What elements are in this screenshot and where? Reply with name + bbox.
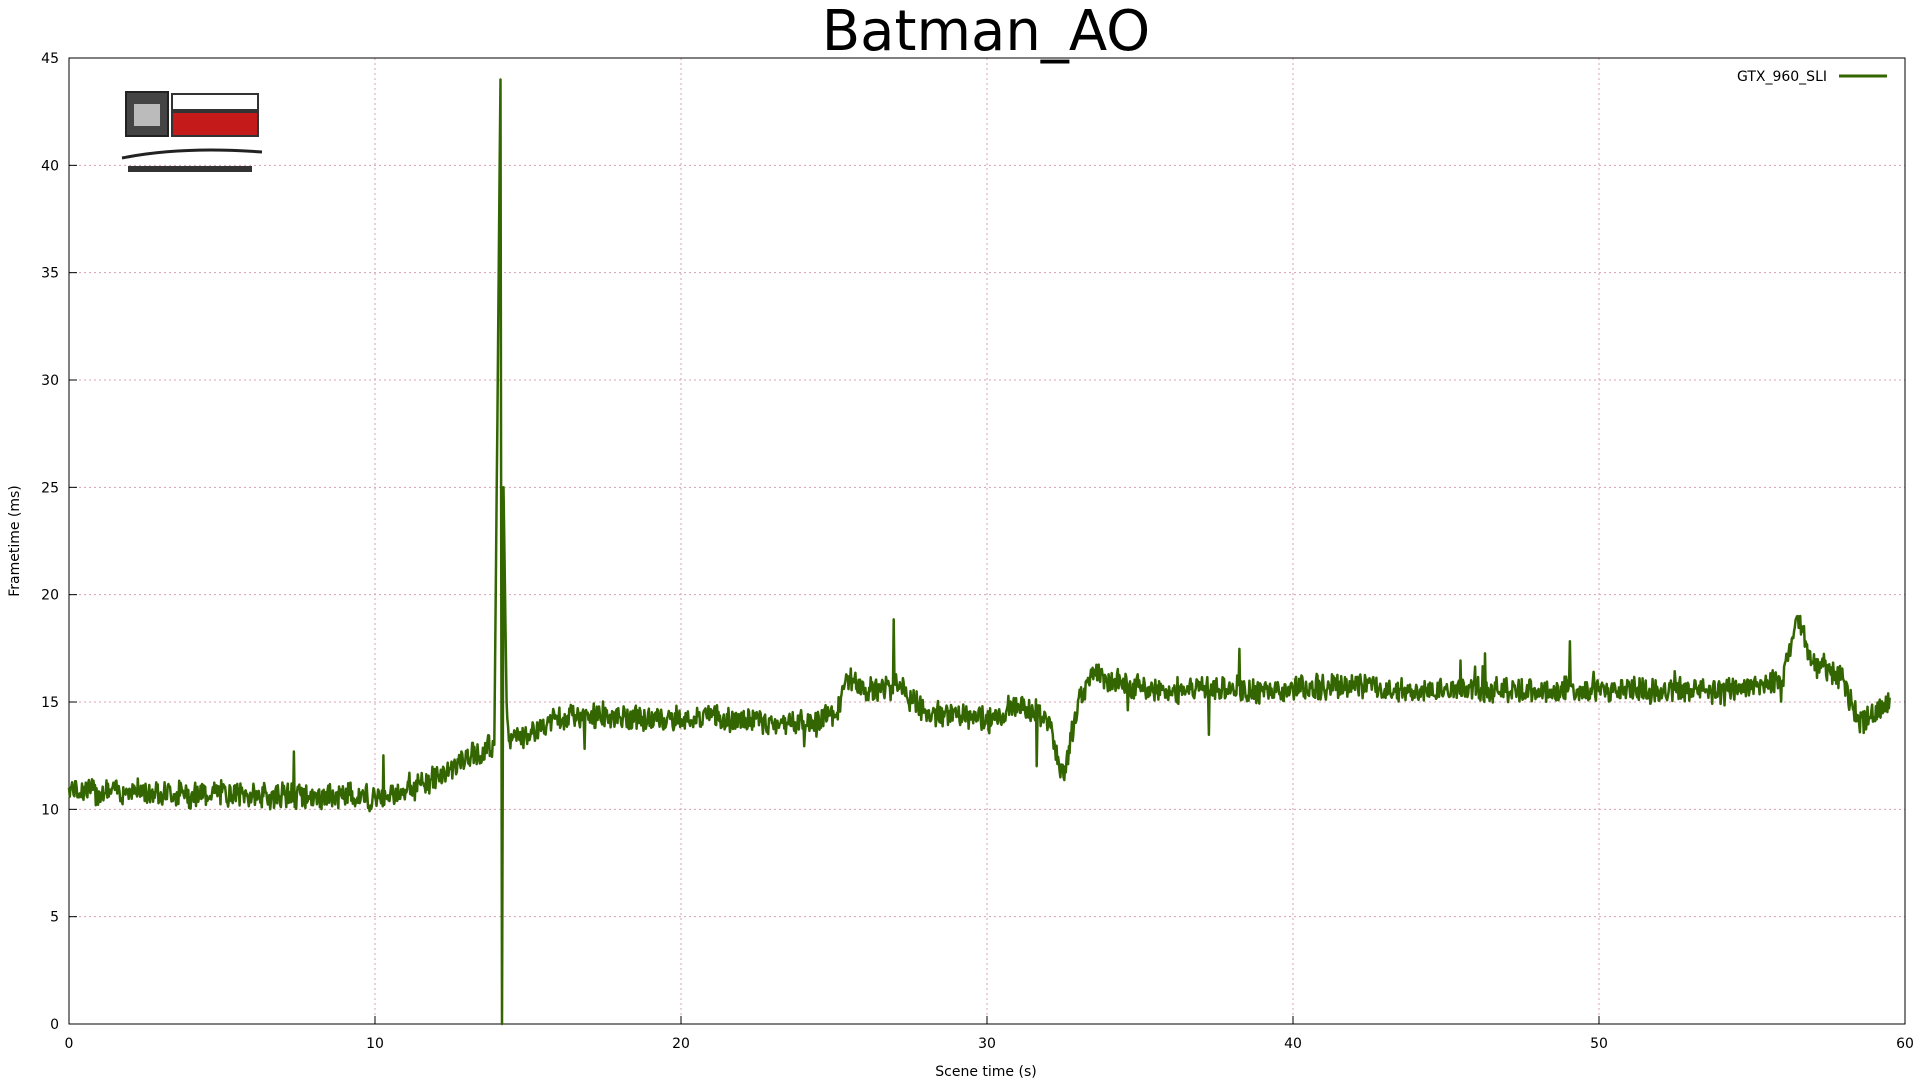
x-axis-label: Scene time (s) bbox=[935, 1064, 1036, 1080]
legend: GTX_960_SLI bbox=[1737, 69, 1887, 85]
y-axis-label: Frametime (ms) bbox=[7, 485, 23, 597]
y-tick-label: 40 bbox=[41, 158, 59, 174]
chart-title: Batman_AO bbox=[822, 0, 1150, 64]
y-tick-label: 25 bbox=[41, 480, 59, 496]
x-tick-label: 50 bbox=[1590, 1036, 1608, 1052]
x-tick-label: 30 bbox=[978, 1036, 996, 1052]
x-tick-label: 60 bbox=[1896, 1036, 1914, 1052]
y-tick-label: 30 bbox=[41, 373, 59, 389]
x-tick-label: 10 bbox=[366, 1036, 384, 1052]
grid-lines bbox=[69, 58, 1905, 1024]
y-tick-label: 35 bbox=[41, 266, 59, 282]
x-axis-ticks: 0 10 20 30 40 50 60 bbox=[65, 1016, 1914, 1052]
y-tick-label: 5 bbox=[50, 910, 59, 926]
series-line-gtx-960-sli bbox=[67, 78, 1891, 1026]
y-tick-label: 45 bbox=[41, 51, 59, 67]
y-tick-label: 15 bbox=[41, 695, 59, 711]
x-tick-label: 40 bbox=[1284, 1036, 1302, 1052]
y-axis-ticks: 0 5 10 15 20 25 30 35 40 45 bbox=[41, 51, 77, 1033]
y-tick-label: 0 bbox=[50, 1017, 59, 1033]
legend-label-gtx-960-sli: GTX_960_SLI bbox=[1737, 69, 1827, 85]
y-tick-label: 20 bbox=[41, 588, 59, 604]
x-tick-label: 0 bbox=[65, 1036, 74, 1052]
purepc-logo bbox=[121, 91, 263, 172]
y-tick-label: 10 bbox=[41, 802, 59, 818]
x-tick-label: 20 bbox=[672, 1036, 690, 1052]
